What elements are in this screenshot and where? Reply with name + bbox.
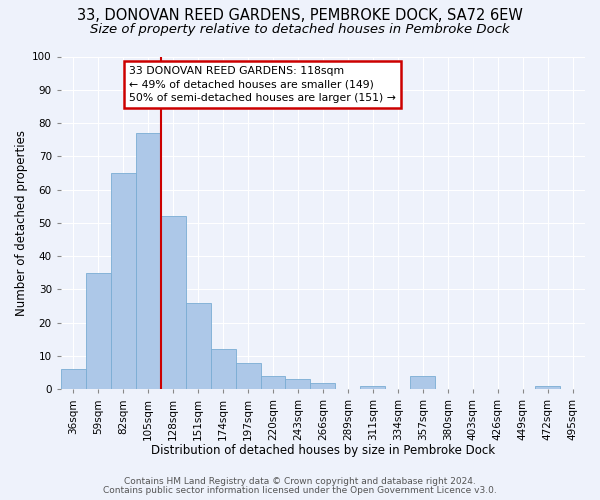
- Bar: [161, 216, 185, 389]
- Bar: [211, 350, 236, 389]
- Text: 33, DONOVAN REED GARDENS, PEMBROKE DOCK, SA72 6EW: 33, DONOVAN REED GARDENS, PEMBROKE DOCK,…: [77, 8, 523, 22]
- Bar: [410, 376, 435, 389]
- Bar: [260, 376, 286, 389]
- Text: Size of property relative to detached houses in Pembroke Dock: Size of property relative to detached ho…: [90, 22, 510, 36]
- Bar: [136, 133, 161, 389]
- X-axis label: Distribution of detached houses by size in Pembroke Dock: Distribution of detached houses by size …: [151, 444, 495, 458]
- Bar: [236, 362, 260, 389]
- Bar: [61, 369, 86, 389]
- Text: Contains public sector information licensed under the Open Government Licence v3: Contains public sector information licen…: [103, 486, 497, 495]
- Bar: [361, 386, 385, 389]
- Bar: [286, 379, 310, 389]
- Text: 33 DONOVAN REED GARDENS: 118sqm
← 49% of detached houses are smaller (149)
50% o: 33 DONOVAN REED GARDENS: 118sqm ← 49% of…: [129, 66, 396, 103]
- Bar: [86, 272, 111, 389]
- Text: Contains HM Land Registry data © Crown copyright and database right 2024.: Contains HM Land Registry data © Crown c…: [124, 477, 476, 486]
- Bar: [310, 382, 335, 389]
- Y-axis label: Number of detached properties: Number of detached properties: [15, 130, 28, 316]
- Bar: [111, 173, 136, 389]
- Bar: [535, 386, 560, 389]
- Bar: [185, 302, 211, 389]
